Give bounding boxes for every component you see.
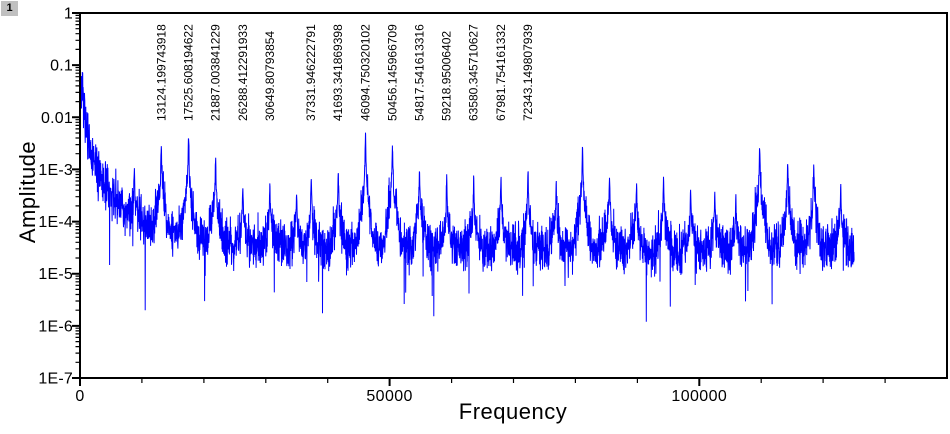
x-tick-label: 0 — [75, 388, 84, 405]
plot-frame — [79, 12, 948, 379]
peak-frequency-label: 63580.345710627 — [467, 24, 481, 121]
peak-frequency-label: 72343.149807939 — [521, 24, 535, 121]
y-tick-label: 0.01 — [41, 110, 73, 127]
y-axis-title: Amplitude — [15, 140, 40, 244]
x-tick-label: 100000 — [671, 388, 727, 405]
y-tick-label: 1E-4 — [38, 214, 73, 231]
y-tick-label: 1E-5 — [38, 266, 73, 283]
spectrum-line — [80, 71, 855, 322]
x-tick-label: 50000 — [366, 388, 413, 405]
major-ticks — [72, 12, 701, 386]
peak-frequency-label: 30649.80793854 — [263, 31, 277, 121]
axis-ticks — [72, 12, 886, 386]
layer-1-icon[interactable]: 1 — [1, 1, 18, 16]
axis-tick-labels: 0 50000 100000 1 0.1 0.01 1E-3 1E-4 1E-5 1E-6 1E-7 — [38, 6, 727, 406]
peak-frequency-labels: 13124.199743918 17525.608194622 21887.0038… — [154, 24, 535, 121]
spectrum-polyline — [80, 71, 855, 322]
y-tick-label: 1E-7 — [38, 371, 73, 388]
peak-frequency-label: 50456.145966709 — [386, 24, 400, 121]
peak-frequency-label: 54817.541613316 — [413, 24, 427, 121]
peak-frequency-label: 67981.754161332 — [494, 24, 508, 121]
peak-frequency-label: 17525.608194622 — [182, 24, 196, 121]
y-tick-label: 0.1 — [50, 58, 73, 75]
x-axis-title: Frequency — [458, 399, 568, 424]
peak-frequency-label: 26288.412291933 — [236, 24, 250, 121]
peak-frequency-label: 37331.946222791 — [304, 24, 318, 121]
peak-frequency-label: 21887.003841229 — [209, 24, 223, 121]
peak-frequency-label: 41693.341869398 — [331, 24, 345, 121]
peak-frequency-label: 13124.199743918 — [154, 24, 168, 121]
peak-frequency-label: 59218.95006402 — [440, 31, 454, 121]
minor-ticks — [75, 14, 886, 383]
y-tick-label: 1E-6 — [38, 318, 73, 335]
peak-frequency-label: 46094.750320102 — [359, 24, 373, 121]
y-tick-label: 1 — [64, 6, 73, 23]
y-tick-label: 1E-3 — [38, 162, 73, 179]
